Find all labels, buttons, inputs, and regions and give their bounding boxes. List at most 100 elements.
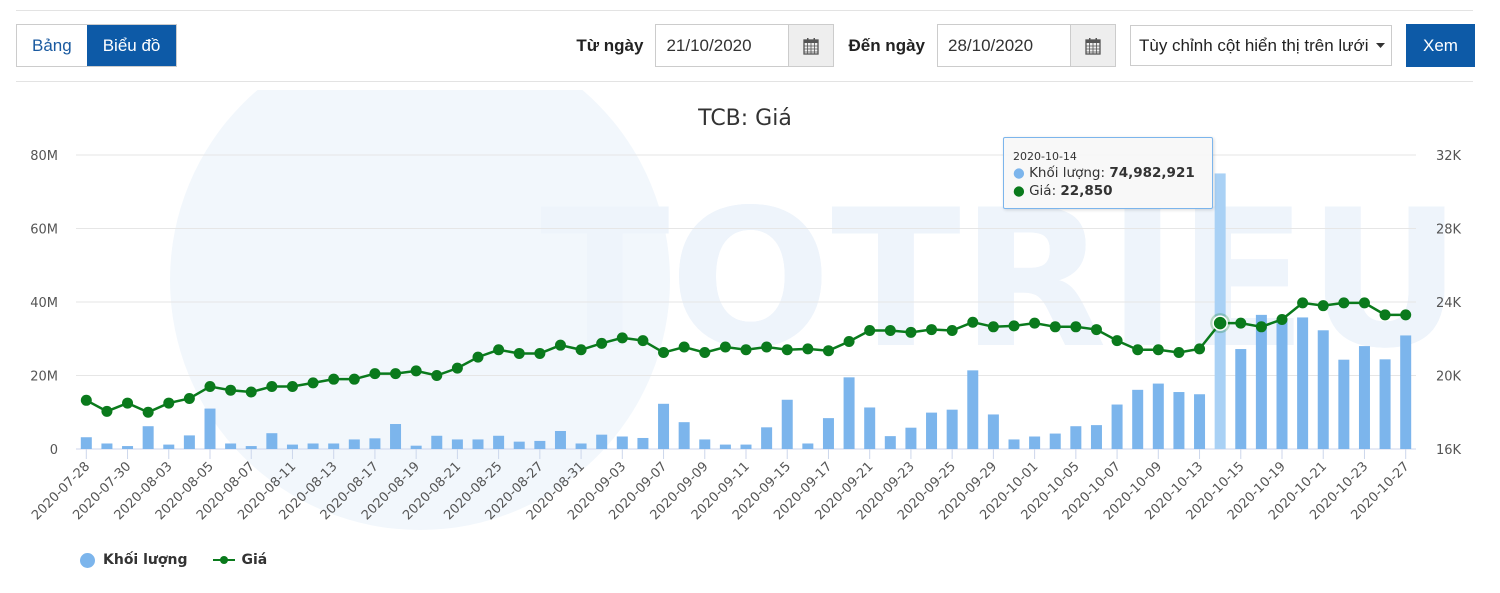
price-point[interactable] bbox=[122, 397, 134, 409]
price-point[interactable] bbox=[1152, 344, 1164, 356]
price-point[interactable] bbox=[554, 339, 566, 351]
price-point[interactable] bbox=[142, 406, 154, 418]
price-point[interactable] bbox=[1235, 317, 1247, 329]
volume-bar[interactable] bbox=[967, 370, 979, 449]
volume-bar[interactable] bbox=[101, 443, 113, 449]
to-calendar-button[interactable] bbox=[1070, 25, 1115, 66]
price-point[interactable] bbox=[328, 373, 340, 385]
price-point[interactable] bbox=[431, 370, 443, 381]
price-point[interactable] bbox=[1338, 297, 1350, 309]
price-point[interactable] bbox=[390, 368, 402, 380]
price-point[interactable] bbox=[1194, 343, 1206, 355]
volume-bar[interactable] bbox=[616, 436, 628, 449]
volume-bar[interactable] bbox=[410, 445, 422, 449]
price-point[interactable] bbox=[1008, 320, 1020, 332]
volume-bar[interactable] bbox=[678, 422, 690, 449]
tab-table[interactable]: Bảng bbox=[17, 25, 87, 66]
price-point[interactable] bbox=[843, 336, 855, 348]
price-point[interactable] bbox=[307, 377, 319, 389]
volume-bar[interactable] bbox=[822, 418, 834, 449]
volume-bar[interactable] bbox=[451, 439, 463, 449]
volume-bar[interactable] bbox=[204, 408, 216, 449]
volume-bar[interactable] bbox=[1049, 433, 1061, 449]
price-point-highlight[interactable] bbox=[1212, 315, 1228, 331]
from-calendar-button[interactable] bbox=[788, 25, 834, 66]
volume-bar[interactable] bbox=[926, 412, 938, 449]
price-point[interactable] bbox=[658, 347, 670, 359]
tab-chart[interactable]: Biểu đồ bbox=[86, 25, 177, 66]
volume-bar[interactable] bbox=[554, 430, 566, 449]
price-point[interactable] bbox=[1173, 347, 1185, 359]
price-point[interactable] bbox=[575, 344, 587, 356]
price-point[interactable] bbox=[1297, 297, 1309, 309]
price-point[interactable] bbox=[1049, 321, 1061, 333]
volume-bar[interactable] bbox=[1029, 436, 1041, 449]
price-point[interactable] bbox=[369, 368, 381, 380]
price-point[interactable] bbox=[946, 324, 958, 336]
price-point[interactable] bbox=[1379, 309, 1391, 321]
from-date-input[interactable] bbox=[656, 25, 789, 66]
price-point[interactable] bbox=[1276, 313, 1288, 325]
volume-bar[interactable] bbox=[286, 444, 298, 449]
volume-bar[interactable] bbox=[307, 443, 319, 449]
price-point[interactable] bbox=[864, 324, 876, 336]
volume-bar[interactable] bbox=[1358, 346, 1370, 449]
volume-bar[interactable] bbox=[348, 439, 360, 449]
price-point[interactable] bbox=[678, 341, 690, 353]
volume-bar[interactable] bbox=[163, 444, 175, 449]
price-point[interactable] bbox=[596, 337, 608, 349]
price-point[interactable] bbox=[699, 347, 711, 359]
price-point[interactable] bbox=[1255, 321, 1267, 333]
volume-bar[interactable] bbox=[513, 441, 525, 449]
price-point[interactable] bbox=[534, 347, 546, 359]
price-point[interactable] bbox=[493, 344, 505, 356]
price-point[interactable] bbox=[616, 332, 628, 344]
view-button[interactable]: Xem bbox=[1406, 24, 1475, 67]
volume-bar[interactable] bbox=[245, 446, 257, 449]
price-point[interactable] bbox=[967, 316, 979, 328]
volume-bar[interactable] bbox=[142, 426, 154, 449]
volume-bar[interactable] bbox=[1214, 173, 1226, 450]
volume-bar[interactable] bbox=[266, 433, 278, 449]
volume-bar[interactable] bbox=[1173, 392, 1185, 449]
price-point[interactable] bbox=[987, 321, 999, 333]
volume-bar[interactable] bbox=[575, 443, 587, 449]
volume-bar[interactable] bbox=[1194, 394, 1206, 449]
price-point[interactable] bbox=[740, 344, 752, 356]
volume-bar[interactable] bbox=[905, 427, 917, 449]
legend-volume[interactable]: Khối lượng bbox=[80, 552, 187, 568]
volume-bar[interactable] bbox=[1070, 426, 1082, 449]
price-point[interactable] bbox=[245, 386, 257, 398]
volume-bar[interactable] bbox=[740, 444, 752, 449]
price-point[interactable] bbox=[163, 397, 175, 409]
price-point[interactable] bbox=[1132, 344, 1144, 356]
volume-bar[interactable] bbox=[1132, 389, 1144, 449]
volume-bar[interactable] bbox=[987, 414, 999, 449]
volume-bar[interactable] bbox=[472, 439, 484, 449]
price-point[interactable] bbox=[286, 381, 298, 393]
volume-bar[interactable] bbox=[225, 443, 237, 449]
price-point[interactable] bbox=[719, 341, 731, 353]
volume-bar[interactable] bbox=[1400, 335, 1412, 449]
price-point[interactable] bbox=[1400, 309, 1412, 321]
legend-price[interactable]: Giá bbox=[213, 552, 267, 568]
volume-bar[interactable] bbox=[884, 436, 896, 449]
volume-bar[interactable] bbox=[1276, 320, 1288, 449]
price-point[interactable] bbox=[348, 373, 360, 385]
price-point[interactable] bbox=[802, 343, 814, 355]
volume-bar[interactable] bbox=[390, 424, 402, 449]
price-point[interactable] bbox=[761, 341, 773, 353]
volume-bar[interactable] bbox=[1255, 314, 1267, 449]
volume-bar[interactable] bbox=[328, 443, 340, 449]
volume-bar[interactable] bbox=[183, 435, 195, 449]
volume-bar[interactable] bbox=[864, 407, 876, 449]
volume-bar[interactable] bbox=[843, 377, 855, 449]
column-display-select[interactable]: Tùy chỉnh cột hiển thị trên lưới bbox=[1130, 25, 1392, 66]
price-point[interactable] bbox=[80, 394, 92, 406]
volume-bar[interactable] bbox=[1338, 359, 1350, 449]
volume-bar[interactable] bbox=[1297, 317, 1309, 449]
volume-bar[interactable] bbox=[1317, 330, 1329, 449]
volume-bar[interactable] bbox=[658, 403, 670, 449]
price-point[interactable] bbox=[1358, 297, 1370, 309]
price-point[interactable] bbox=[451, 362, 463, 374]
